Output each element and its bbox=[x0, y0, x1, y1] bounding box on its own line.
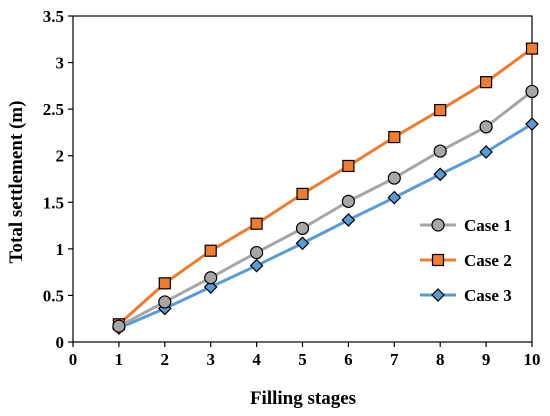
x-tick-label: 10 bbox=[524, 350, 541, 369]
data-point bbox=[204, 244, 217, 257]
y-tick-label: 0 bbox=[56, 333, 65, 352]
y-tick-label: 0.5 bbox=[43, 286, 64, 305]
data-point bbox=[204, 271, 218, 285]
x-tick-label: 0 bbox=[69, 350, 78, 369]
data-point bbox=[295, 221, 310, 235]
x-tick-label: 9 bbox=[482, 350, 491, 369]
legend-marker bbox=[431, 288, 445, 302]
data-point bbox=[250, 245, 264, 260]
legend-item: Case 3 bbox=[420, 286, 512, 305]
data-point bbox=[112, 319, 126, 333]
data-point bbox=[387, 190, 402, 205]
x-tick-label: 8 bbox=[436, 350, 445, 369]
x-tick-label: 1 bbox=[115, 350, 124, 369]
x-tick-label: 6 bbox=[344, 350, 353, 369]
data-point bbox=[342, 159, 355, 173]
y-tick-label: 3 bbox=[56, 54, 65, 73]
legend-marker bbox=[431, 253, 445, 267]
data-point bbox=[295, 236, 310, 251]
data-point bbox=[525, 117, 539, 131]
data-point bbox=[387, 171, 401, 185]
data-point bbox=[250, 217, 263, 230]
x-tick-label: 2 bbox=[161, 350, 170, 369]
y-tick-label: 1 bbox=[56, 240, 65, 259]
data-point bbox=[433, 167, 448, 182]
legend-label: Case 1 bbox=[464, 216, 512, 235]
data-point bbox=[249, 258, 264, 273]
data-point bbox=[341, 213, 356, 227]
legend-item: Case 2 bbox=[420, 251, 512, 270]
legend-marker bbox=[431, 218, 445, 232]
x-tick-label: 5 bbox=[298, 350, 307, 369]
y-tick-label: 3.5 bbox=[43, 7, 64, 26]
legend-label: Case 2 bbox=[464, 251, 512, 270]
y-tick-label: 2 bbox=[56, 147, 65, 166]
series-layer bbox=[112, 42, 539, 335]
data-point bbox=[388, 130, 401, 144]
data-point bbox=[434, 103, 447, 117]
data-point bbox=[203, 280, 218, 294]
data-point bbox=[525, 42, 539, 55]
x-axis-title: Filling stages bbox=[250, 388, 356, 409]
data-point bbox=[158, 295, 172, 309]
x-tick-label: 7 bbox=[390, 350, 399, 369]
series-line bbox=[118, 122, 533, 330]
y-axis-title: Total settlement (m) bbox=[6, 101, 27, 264]
series-line bbox=[117, 47, 533, 326]
data-point bbox=[525, 84, 539, 99]
legend: Case 1 Case 2 Case 3 bbox=[420, 216, 512, 305]
y-tick-label: 1.5 bbox=[43, 193, 64, 212]
data-point bbox=[296, 187, 309, 201]
axes: 0 1 2 3 4 5 6 7 8 9 10 0 0.5 1 1.5 2 2.5 3 3.5 bbox=[43, 7, 541, 369]
data-point bbox=[433, 144, 447, 158]
data-point bbox=[479, 120, 493, 134]
data-point bbox=[158, 277, 171, 290]
x-tick-label: 3 bbox=[206, 350, 215, 369]
legend-label: Case 3 bbox=[464, 286, 512, 305]
y-tick-label: 2.5 bbox=[43, 100, 64, 119]
series-1 bbox=[112, 84, 539, 333]
data-point bbox=[479, 145, 493, 159]
series-line bbox=[118, 90, 533, 328]
data-point bbox=[341, 194, 355, 208]
x-tick-label: 4 bbox=[252, 350, 261, 369]
legend-item: Case 1 bbox=[420, 216, 512, 235]
data-point bbox=[480, 76, 493, 89]
